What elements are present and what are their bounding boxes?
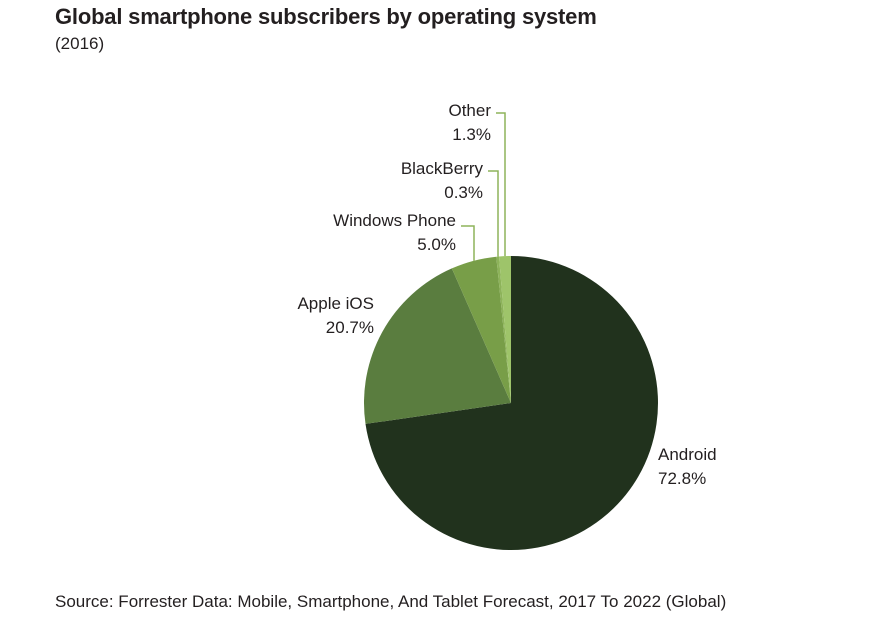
source-note: Source: Forrester Data: Mobile, Smartpho… <box>55 592 727 611</box>
leader-lines <box>461 112 506 261</box>
pie-slice-apple-ios <box>363 268 511 424</box>
chart-title: Global smartphone subscribers by operati… <box>55 4 597 29</box>
slice-value-blackberry: 0.3% <box>444 183 483 202</box>
leader-line-windows-phone <box>461 225 475 261</box>
slice-label-blackberry: BlackBerry <box>401 159 484 178</box>
pie-slice-other <box>499 256 511 403</box>
slice-value-other: 1.3% <box>452 125 491 144</box>
pie-slice-android <box>365 256 658 550</box>
slice-label-android: Android <box>658 445 717 464</box>
slice-label-other: Other <box>448 101 491 120</box>
pie-slice-windows-phone <box>451 256 511 403</box>
slice-value-android: 72.8% <box>658 469 706 488</box>
slice-value-apple-ios: 20.7% <box>326 318 374 337</box>
pie-slices <box>363 256 658 550</box>
chart-subtitle: (2016) <box>55 34 105 53</box>
slice-value-windows-phone: 5.0% <box>417 235 456 254</box>
slice-label-apple-ios: Apple iOS <box>297 294 374 313</box>
leader-line-other <box>496 112 506 257</box>
slice-label-windows-phone: Windows Phone <box>333 211 456 230</box>
leader-line-blackberry <box>488 170 499 257</box>
slice-labels: Android 72.8% Apple iOS 20.7% Windows Phone 5… <box>297 101 716 488</box>
pie-slice-blackberry <box>496 256 511 403</box>
